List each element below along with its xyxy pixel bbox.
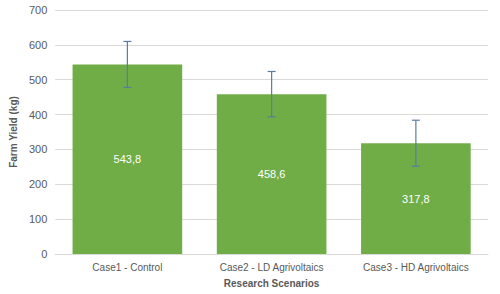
- svg-text:Research Scenarios: Research Scenarios: [224, 278, 320, 289]
- svg-text:600: 600: [29, 39, 47, 51]
- svg-text:300: 300: [29, 143, 47, 155]
- svg-text:Case1 - Control: Case1 - Control: [92, 262, 162, 273]
- svg-text:Case2 - LD Agrivoltaics: Case2 - LD Agrivoltaics: [220, 262, 324, 273]
- svg-text:500: 500: [29, 74, 47, 86]
- svg-text:100: 100: [29, 213, 47, 225]
- svg-text:Farm Yield (kg): Farm Yield (kg): [8, 96, 19, 168]
- svg-text:200: 200: [29, 178, 47, 190]
- svg-text:458,6: 458,6: [258, 168, 286, 180]
- svg-text:Case3 - HD Agrivoltaics: Case3 - HD Agrivoltaics: [363, 262, 469, 273]
- svg-text:400: 400: [29, 109, 47, 121]
- svg-text:0: 0: [41, 248, 47, 260]
- svg-text:317,8: 317,8: [402, 193, 430, 205]
- svg-text:700: 700: [29, 4, 47, 16]
- svg-text:543,8: 543,8: [114, 153, 142, 165]
